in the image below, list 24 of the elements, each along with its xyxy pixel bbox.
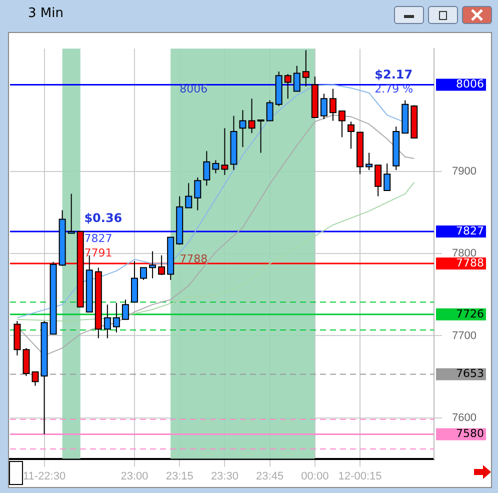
y-tick-label: 7900 (452, 166, 476, 178)
x-tick-label: 12-00:15 (338, 470, 382, 482)
x-tick-label: 11-22:30 (22, 470, 66, 482)
y-tick-label: 7700 (452, 330, 476, 342)
x-tick-label: 23:15 (166, 470, 194, 482)
annotation: $0.36 (84, 210, 122, 225)
ref-line-label: 7726 (456, 307, 484, 320)
y-tick-label: 7600 (452, 412, 476, 424)
ref-line-label: 7827 (456, 224, 484, 238)
ref-line-label: 8006 (456, 78, 484, 91)
chart-title: 3 Min (28, 6, 64, 21)
annotation: $2.17 (374, 67, 413, 82)
x-tick-label: 23:45 (256, 470, 284, 482)
annotation: 7791 (84, 246, 112, 260)
annotation: 7788 (180, 252, 208, 266)
annotation: 2.79 % (374, 82, 414, 96)
ref-line-label: 7653 (456, 367, 484, 380)
ref-line-label: 7788 (456, 256, 484, 270)
ref-line-label: 7580 (456, 427, 484, 440)
annotation: 7827 (84, 232, 112, 246)
x-tick-label: 23:30 (210, 470, 238, 482)
annotation: 8006 (180, 82, 208, 96)
x-tick-label: 23:00 (120, 470, 148, 482)
x-tick-label: 00:00 (301, 470, 329, 482)
